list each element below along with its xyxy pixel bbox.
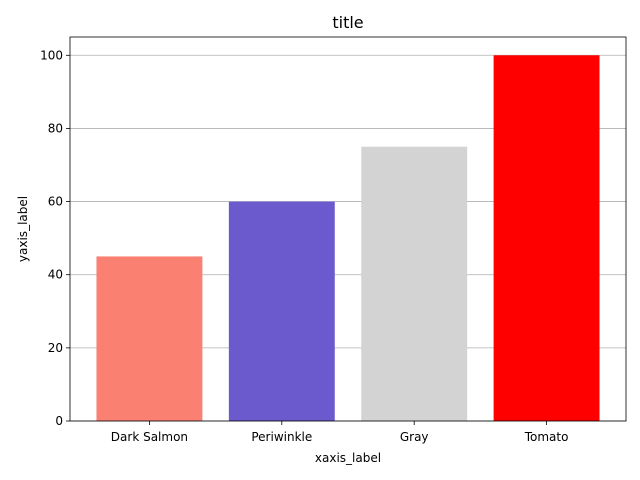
x-tick-label: Tomato xyxy=(524,430,569,444)
bar xyxy=(493,55,600,422)
y-axis-label: yaxis_label xyxy=(16,196,30,262)
y-tick-label: 100 xyxy=(40,48,63,62)
y-tick-label: 0 xyxy=(55,414,63,428)
y-tick-label: 40 xyxy=(48,268,63,282)
bar xyxy=(361,146,468,421)
y-tick-label: 20 xyxy=(48,341,63,355)
x-tick-label: Gray xyxy=(400,430,429,444)
y-tick-label: 60 xyxy=(48,195,63,209)
x-tick-label: Dark Salmon xyxy=(111,430,188,444)
x-axis-ticks: Dark Salmon Periwinkle Gray Tomato xyxy=(111,421,569,444)
bar xyxy=(228,201,335,421)
chart-title: title xyxy=(332,13,363,32)
x-axis-label: xaxis_label xyxy=(315,451,381,465)
y-axis-ticks: 0 20 40 60 80 100 xyxy=(40,48,70,428)
bar xyxy=(96,256,203,421)
bars xyxy=(96,55,600,422)
y-tick-label: 80 xyxy=(48,121,63,135)
plot-frame xyxy=(69,36,627,422)
x-tick-label: Periwinkle xyxy=(251,430,312,444)
